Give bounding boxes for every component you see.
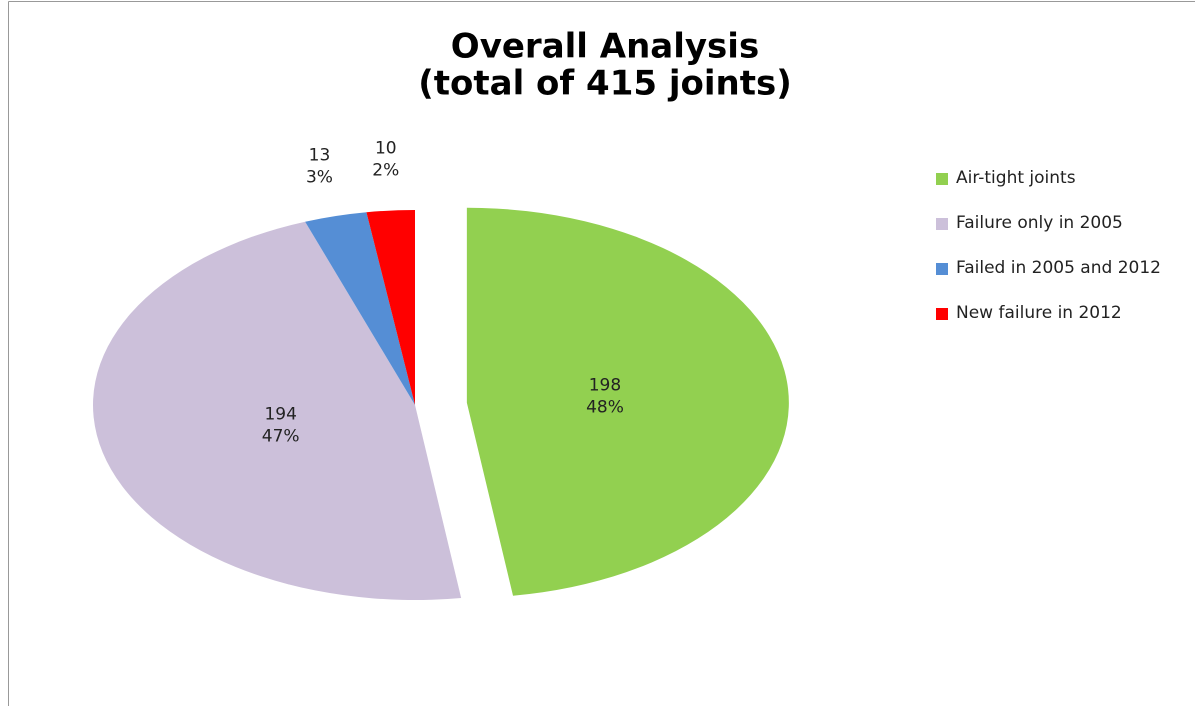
data-label: 194 [264,404,296,424]
legend-swatch [936,218,948,230]
data-label: 198 [589,376,621,396]
legend-label: Failed in 2005 and 2012 [956,258,1161,278]
legend: Air-tight joints Failure only in 2005 Fail… [934,168,1192,348]
legend-label: Failure only in 2005 [956,213,1123,233]
chart-title: Overall Analysis [451,27,759,67]
legend-swatch [936,308,948,320]
pie-slice [305,212,415,405]
legend-item: New failure in 2012 [934,303,1192,345]
legend-label: Air-tight joints [956,168,1076,188]
legend-swatch [936,173,948,185]
legend-item: Air-tight joints [934,168,1192,210]
legend-label: New failure in 2012 [956,303,1122,323]
data-label: 13 [309,145,331,165]
chart-title: (total of 415 joints) [418,64,792,104]
data-label: 47% [262,426,300,446]
legend-item: Failed in 2005 and 2012 [934,258,1192,300]
data-label: 10 [375,139,397,159]
data-label: 48% [586,398,624,418]
pie-slice [366,210,415,405]
data-label: 2% [372,161,399,181]
pie-slice [466,207,789,596]
legend-swatch [936,263,948,275]
pie-slice [92,221,462,601]
legend-item: Failure only in 2005 [934,213,1192,255]
data-label: 3% [306,167,333,187]
